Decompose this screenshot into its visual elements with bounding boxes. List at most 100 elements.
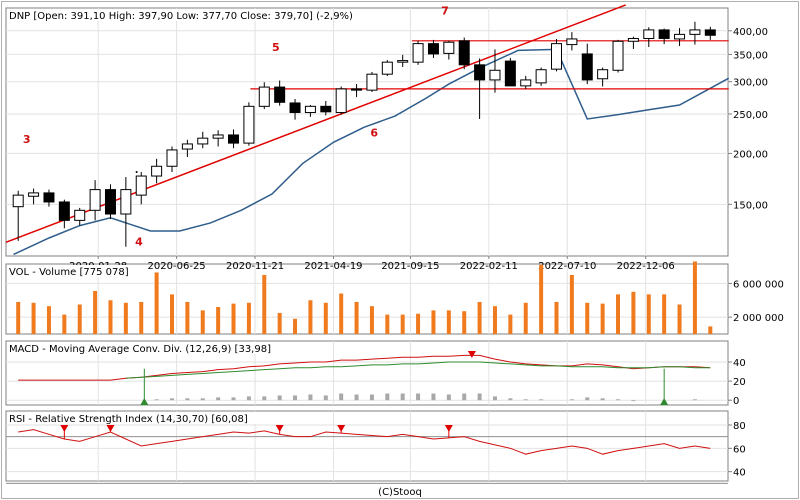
candle-body	[427, 43, 439, 55]
candle	[520, 75, 532, 89]
volume-bar	[46, 306, 51, 334]
candle-body	[335, 88, 347, 114]
candle-body	[212, 134, 224, 139]
volume-y-tick-label: 2 000 000	[733, 313, 784, 324]
macd-histogram-bar	[293, 395, 298, 401]
volume-bar	[123, 302, 128, 334]
candle	[397, 54, 409, 67]
wave-label: 6	[370, 127, 378, 140]
macd-histogram-bar	[369, 394, 374, 401]
candle	[58, 199, 70, 229]
volume-bar	[62, 314, 67, 334]
candle-body	[274, 86, 286, 103]
wave-label: 7	[441, 4, 449, 17]
macd-histogram-bar	[154, 399, 159, 401]
candle-body	[304, 105, 316, 114]
candle	[627, 36, 639, 49]
candle-body	[320, 105, 332, 113]
candle	[320, 100, 332, 116]
candle-body	[120, 189, 132, 215]
volume-bar	[308, 300, 313, 334]
candle	[104, 184, 116, 220]
candle	[612, 39, 624, 73]
volume-bar	[477, 301, 482, 334]
volume-bar	[446, 310, 451, 334]
buy-signal-marker	[140, 398, 149, 405]
candle	[689, 21, 701, 45]
rsi-y-tick-label: 60	[733, 444, 746, 455]
volume-bar	[108, 300, 113, 334]
candle-body	[351, 88, 363, 91]
candle-body	[412, 43, 424, 63]
sell-signal-marker	[444, 425, 453, 432]
macd-histogram-bar	[323, 395, 328, 401]
candle	[381, 60, 393, 76]
candle	[258, 82, 270, 110]
candle	[566, 32, 578, 51]
macd-histogram-bar	[600, 398, 605, 401]
volume-bar	[354, 301, 359, 334]
macd-histogram-bar	[523, 399, 528, 401]
candle	[643, 27, 655, 47]
candle	[551, 38, 562, 72]
price-y-tick-label: 350,00	[733, 50, 768, 61]
legend-background	[7, 9, 329, 21]
candle	[135, 172, 147, 205]
x-tick-label: 2021-09-15	[381, 261, 439, 272]
macd-histogram-bar	[462, 393, 467, 401]
price-y-tick-label: 150,00	[733, 200, 768, 211]
volume-bar	[200, 310, 205, 334]
volume-bar	[246, 302, 251, 334]
wave-label: 3	[23, 133, 31, 146]
candle	[197, 131, 209, 149]
candle	[581, 43, 593, 85]
legend-background	[7, 342, 277, 354]
candle-body	[443, 41, 455, 54]
volume-bar	[692, 261, 697, 334]
copyright-footer: (C)Stooq	[378, 487, 422, 498]
sell-signal-marker	[337, 425, 346, 432]
candle	[228, 129, 240, 149]
candle-body	[58, 201, 70, 221]
legend-background	[7, 412, 262, 424]
macd-legend: MACD - Moving Average Conv. Div. (12,26,…	[9, 344, 271, 355]
volume-bar	[708, 326, 713, 334]
candle-body	[181, 143, 193, 150]
candle-body	[228, 134, 240, 144]
macd-histogram-bar	[692, 399, 697, 401]
candle	[704, 26, 716, 40]
volume-bar	[646, 294, 651, 334]
volume-bar	[16, 301, 21, 334]
candle	[443, 40, 455, 60]
candle-body	[612, 40, 624, 71]
x-tick-label: 2022-02-11	[460, 261, 518, 272]
candle	[12, 190, 24, 241]
candle	[366, 71, 378, 93]
candle	[304, 104, 316, 117]
price-y-tick-label: 300,00	[733, 78, 768, 89]
candle-body	[704, 29, 716, 36]
volume-bar	[369, 306, 374, 334]
candle-body	[104, 189, 116, 215]
candle	[351, 84, 363, 98]
wave-label: 5	[272, 41, 280, 54]
volume-bar	[600, 303, 605, 334]
volume-bar	[662, 294, 667, 334]
candle	[335, 86, 347, 115]
volume-bar	[462, 311, 467, 334]
volume-bar	[416, 313, 421, 334]
candle-body	[643, 29, 655, 39]
candle-body	[89, 189, 101, 211]
candle	[474, 58, 486, 119]
x-tick-label: 2022-07-10	[538, 261, 596, 272]
candle-body	[520, 79, 532, 87]
candle	[535, 67, 547, 86]
macd-histogram-bar	[200, 398, 205, 401]
candle	[151, 158, 163, 184]
macd-histogram-bar	[231, 397, 236, 401]
candle-body	[489, 69, 501, 81]
volume-bar	[431, 310, 436, 334]
sell-signal-marker	[106, 425, 115, 432]
volume-bar	[216, 307, 221, 334]
candle-body	[658, 29, 670, 39]
